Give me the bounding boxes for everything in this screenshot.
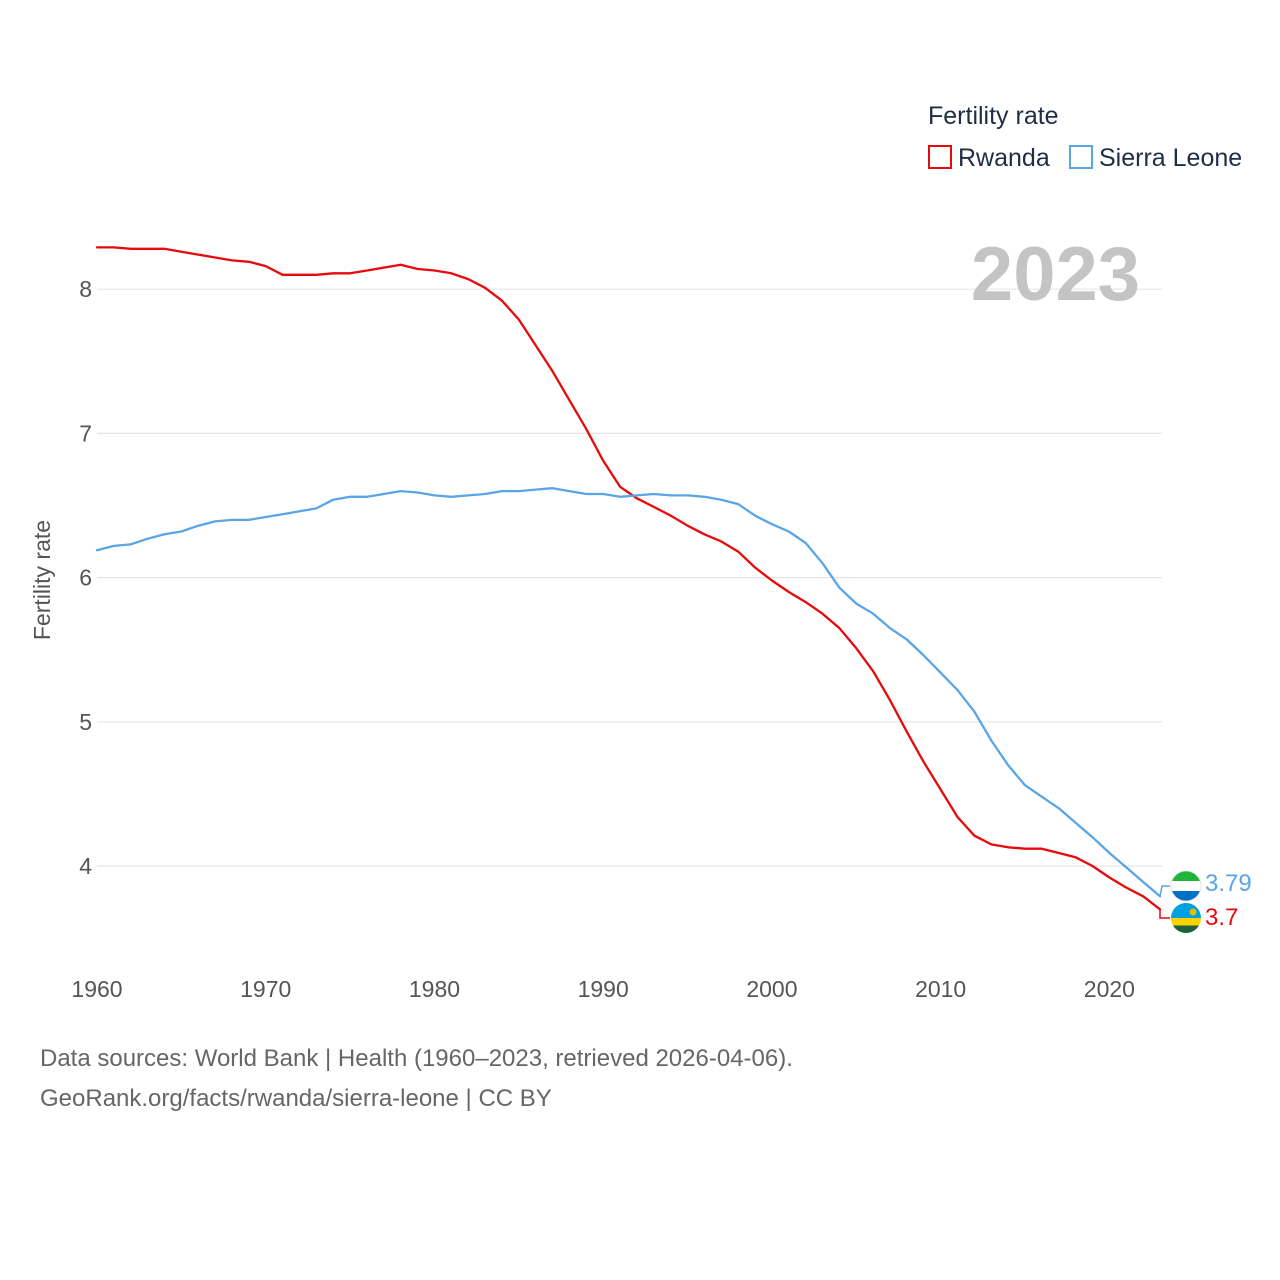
- x-tick-label: 1970: [240, 976, 291, 1002]
- x-tick-label: 1960: [71, 976, 122, 1002]
- series-line-sierra-leone[interactable]: [95, 487, 1162, 898]
- legend-swatch-sierra-leone[interactable]: [1069, 145, 1093, 169]
- legend-swatch-rwanda[interactable]: [928, 145, 952, 169]
- legend-label-rwanda[interactable]: Rwanda: [958, 144, 1050, 172]
- sierra-leone-flag-icon: [1170, 870, 1202, 902]
- attribution-line: GeoRank.org/facts/rwanda/sierra-leone | …: [40, 1085, 552, 1112]
- series-line-rwanda[interactable]: [95, 246, 1162, 911]
- x-axis-ticks: 1960 1970 1980 1990 2000 2010 2020: [71, 976, 1135, 1002]
- y-tick-label: 8: [79, 276, 92, 302]
- rwanda-end-connector: [1159, 909, 1170, 919]
- sierra-leone-end-connector: [1159, 885, 1170, 897]
- fertility-rate-chart: 4 5 6 7 8 1960 1970 1980 1990 2000 2010 2020 Ferti…: [29, 102, 1252, 1002]
- y-tick-label: 7: [79, 420, 92, 446]
- sierra-leone-end-value: 3.79: [1205, 870, 1252, 897]
- x-tick-label: 2000: [746, 976, 797, 1002]
- x-tick-label: 2020: [1084, 976, 1135, 1002]
- data-source-line: Data sources: World Bank | Health (1960–…: [40, 1045, 793, 1072]
- x-tick-label: 1980: [409, 976, 460, 1002]
- x-tick-label: 2010: [915, 976, 966, 1002]
- y-axis-ticks: 4 5 6 7 8: [79, 276, 92, 879]
- gridlines: [97, 288, 1162, 867]
- y-tick-label: 5: [79, 709, 92, 735]
- series-lines: [95, 246, 1162, 911]
- legend: Fertility rate Rwanda Sierra Leone: [928, 102, 1242, 172]
- rwanda-flag-icon: [1171, 903, 1201, 933]
- rwanda-end-value: 3.7: [1205, 904, 1238, 931]
- legend-title: Fertility rate: [928, 102, 1059, 130]
- y-tick-label: 6: [79, 565, 92, 591]
- legend-label-sierra-leone[interactable]: Sierra Leone: [1099, 144, 1242, 172]
- year-label: 2023: [971, 232, 1140, 317]
- y-axis-title: Fertility rate: [29, 520, 55, 640]
- y-tick-label: 4: [79, 853, 92, 879]
- x-tick-label: 1990: [578, 976, 629, 1002]
